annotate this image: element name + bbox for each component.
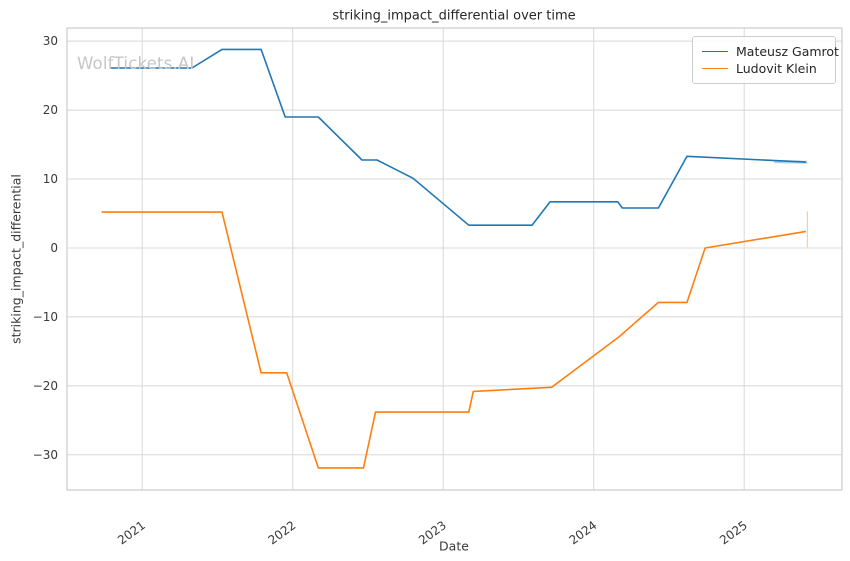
y-tick-label: −10 <box>33 310 58 324</box>
legend-line-swatch-orange <box>702 68 728 69</box>
x-axis-label: Date <box>439 538 469 554</box>
legend-line-swatch-blue <box>702 51 728 52</box>
y-axis-label: striking_impact_differential <box>8 174 24 344</box>
legend-item-mateusz-gamrot: Mateusz Gamrot <box>702 43 839 60</box>
y-tick-label: 0 <box>50 241 58 255</box>
y-tick-label: −20 <box>33 379 58 393</box>
plot-border <box>66 27 843 491</box>
y-tick-label: 30 <box>43 34 58 48</box>
legend-label: Ludovit Klein <box>736 61 817 76</box>
watermark: WolfTickets.AI <box>77 54 195 73</box>
chart-title: striking_impact_differential over time <box>332 8 576 24</box>
legend-label: Mateusz Gamrot <box>736 44 839 59</box>
y-tick-label: 20 <box>43 103 58 117</box>
series-line-mateusz-gamrot <box>110 48 806 226</box>
x-tick-label: 2022 <box>266 518 299 547</box>
y-tick-label: 10 <box>43 172 58 186</box>
legend: Mateusz Gamrot Ludovit Klein <box>692 36 839 84</box>
legend-item-ludovit-klein: Ludovit Klein <box>702 60 826 77</box>
x-tick-label: 2021 <box>115 518 148 547</box>
x-tick-label: 2024 <box>567 518 600 547</box>
y-tick-label: −30 <box>33 448 58 462</box>
x-tick-label: 2025 <box>717 518 750 547</box>
series-line-ludovit-klein <box>101 211 807 469</box>
